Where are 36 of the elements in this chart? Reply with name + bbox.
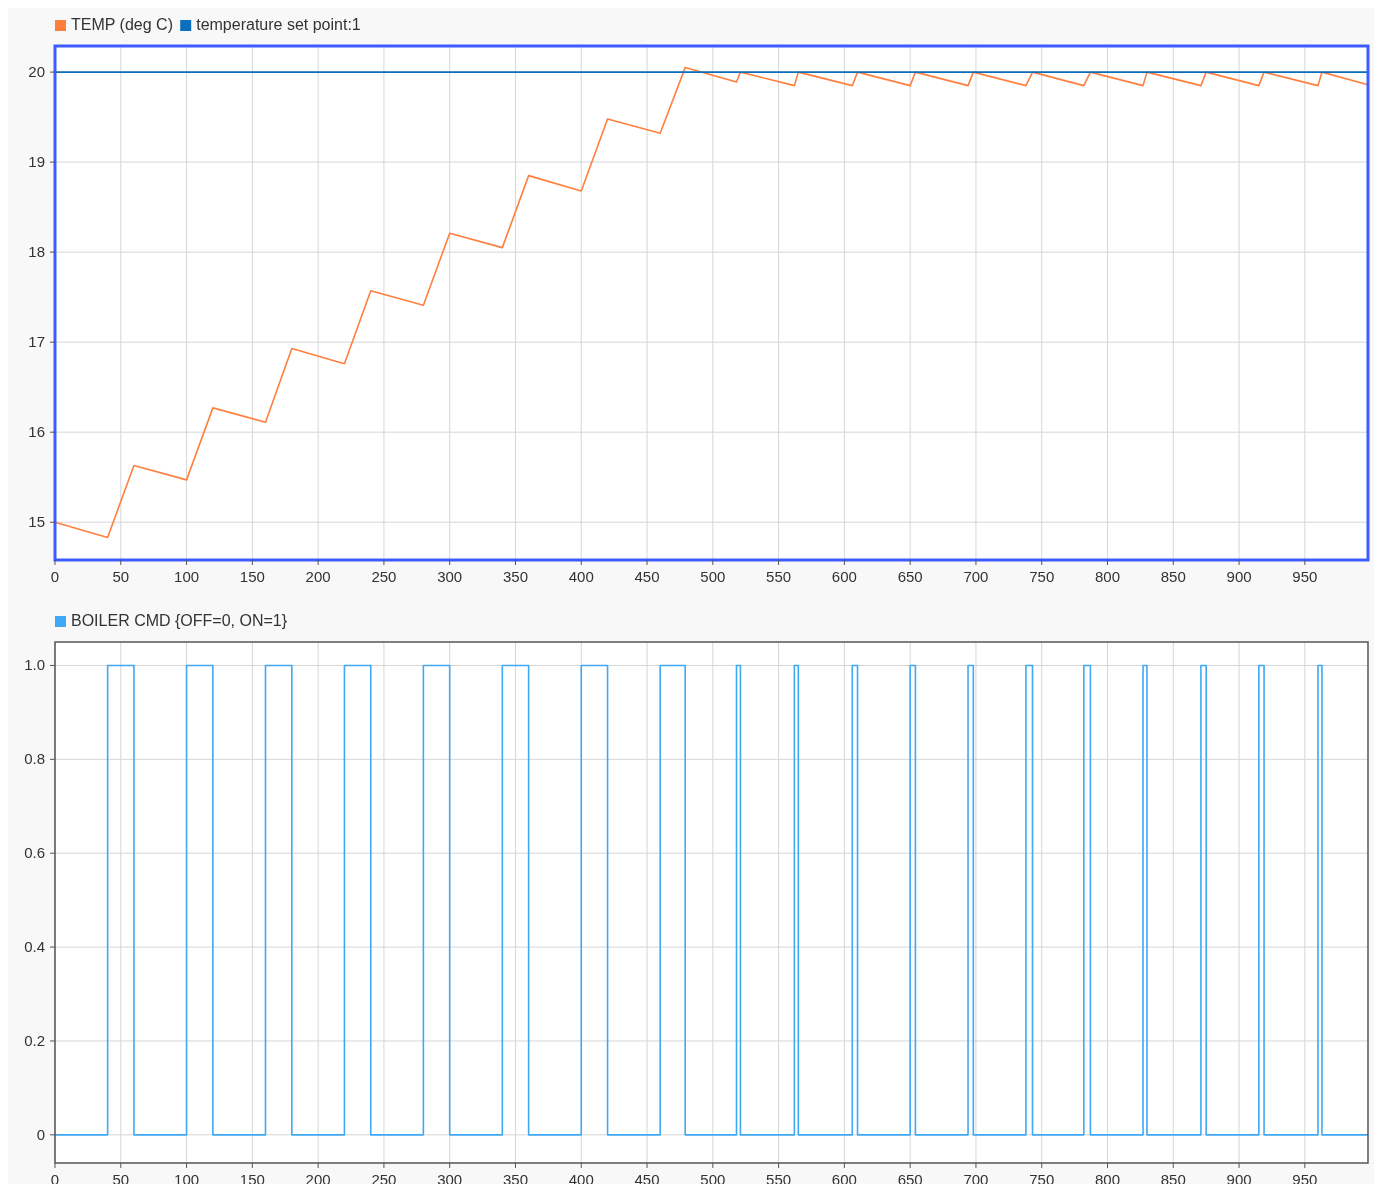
- y-tick-label: 15: [28, 513, 45, 531]
- x-tick-label: 950: [1292, 568, 1318, 585]
- y-tick-label: 0.4: [24, 938, 45, 956]
- x-tick-label: 0: [50, 568, 60, 585]
- legend-label: temperature set point:1: [196, 16, 361, 33]
- x-tick-label: 350: [502, 568, 528, 585]
- y-tick-label: 0: [36, 1125, 45, 1143]
- y-tick-label: 0.6: [24, 844, 45, 862]
- x-tick-label: 400: [568, 568, 594, 585]
- y-tick-label: 1.0: [24, 656, 45, 674]
- y-tick-label: 16: [28, 423, 45, 441]
- y-tick-label: 0.8: [24, 750, 45, 768]
- x-tick-label: 750: [1029, 568, 1055, 585]
- legend-label: BOILER CMD {OFF=0, ON=1}: [71, 612, 288, 629]
- line-series: [54, 66, 1369, 539]
- y-tick-label: 20: [28, 63, 45, 81]
- y-tick-label: 18: [28, 243, 45, 261]
- x-tick-label: 100: [174, 568, 200, 585]
- x-tick-label: 200: [305, 568, 331, 585]
- legend-label: TEMP (deg C): [71, 16, 173, 33]
- x-tick-label: 900: [1226, 568, 1252, 585]
- y-tick-label: 19: [28, 153, 45, 171]
- x-tick-label: 300: [437, 568, 463, 585]
- x-tick-label: 450: [634, 568, 660, 585]
- x-tick-label: 800: [1094, 568, 1121, 585]
- y-tick-label: 17: [28, 333, 45, 351]
- x-tick-label: 700: [963, 568, 989, 585]
- x-tick-label: 850: [1160, 568, 1186, 585]
- x-tick-label: 250: [371, 568, 397, 585]
- x-tick-label: 50: [112, 568, 130, 585]
- x-tick-label: 150: [239, 568, 265, 585]
- x-tick-label: 650: [897, 568, 923, 585]
- x-tick-label: 550: [766, 568, 792, 585]
- y-tick-label: 0.2: [24, 1031, 45, 1049]
- x-tick-label: 500: [700, 568, 726, 585]
- x-tick-label: 600: [831, 568, 857, 585]
